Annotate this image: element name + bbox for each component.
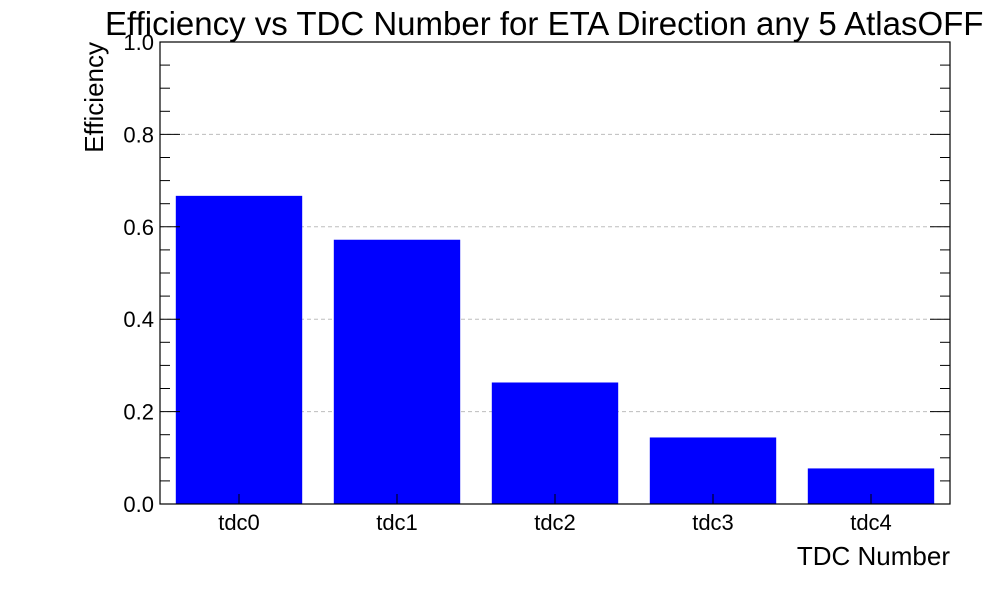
x-axis-label: TDC Number [797,541,950,571]
chart-title: Efficiency vs TDC Number for ETA Directi… [105,5,983,42]
axis-ticks [160,41,950,505]
bar-tdc2 [491,382,619,504]
tick-labels: 0.0 0.2 0.4 0.6 0.8 1.0 tdc0 tdc1 tdc2 tdc3 tdc4 [123,30,891,535]
x-tick-label: tdc4 [850,510,892,535]
bar-tdc1 [333,239,461,504]
bar-tdc0 [175,195,303,504]
bars [175,195,935,504]
y-tick-label: 0.8 [123,122,154,147]
x-tick-label: tdc1 [376,510,418,535]
y-tick-label: 1.0 [123,30,154,55]
y-axis-label: Efficiency [79,42,109,153]
bar-tdc3 [649,437,777,504]
x-tick-label: tdc2 [534,510,576,535]
y-tick-label: 0.0 [123,492,154,517]
y-tick-label: 0.6 [123,215,154,240]
x-tick-label: tdc0 [218,510,260,535]
y-tick-label: 0.2 [123,400,154,425]
y-tick-label: 0.4 [123,307,154,332]
x-tick-label: tdc3 [692,510,734,535]
